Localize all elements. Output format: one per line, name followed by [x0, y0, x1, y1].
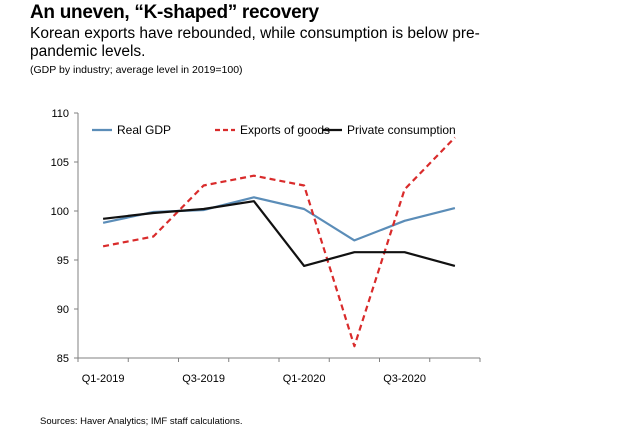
legend: Real GDP Exports of goods Private consumpt… — [92, 123, 456, 137]
legend-label-real-gdp: Real GDP — [117, 123, 171, 137]
x-tick-label: Q3-2019 — [182, 373, 225, 385]
chart-subtitle: Korean exports have rebounded, while con… — [30, 25, 480, 60]
chart-title: An uneven, “K-shaped” recovery — [30, 2, 319, 23]
y-tick-label: 105 — [51, 157, 69, 169]
axes: 85 90 95 100 105 110 Q1-2019 Q3-2019 Q1-2020 Q3-2… — [51, 108, 481, 385]
x-tick-label: Q1-2019 — [82, 373, 125, 385]
series-line-exports-of-goods — [102, 136, 456, 348]
series-line-private-consumption — [102, 200, 456, 267]
x-tick-label: Q3-2020 — [383, 373, 426, 385]
chart-note: (GDP by industry; average level in 2019=… — [30, 64, 243, 76]
y-tick-label: 100 — [51, 206, 69, 218]
legend-label-private-consumption: Private consumption — [347, 123, 456, 137]
series-lines — [102, 136, 456, 348]
y-tick-label: 85 — [57, 353, 69, 365]
source-note: Sources: Haver Analytics; IMF staff calc… — [40, 416, 243, 427]
legend-label-exports-of-goods: Exports of goods — [240, 123, 330, 137]
x-tick-label: Q1-2020 — [283, 373, 326, 385]
y-tick-label: 110 — [51, 108, 69, 120]
y-tick-label: 90 — [57, 304, 69, 316]
y-tick-label: 95 — [57, 255, 69, 267]
